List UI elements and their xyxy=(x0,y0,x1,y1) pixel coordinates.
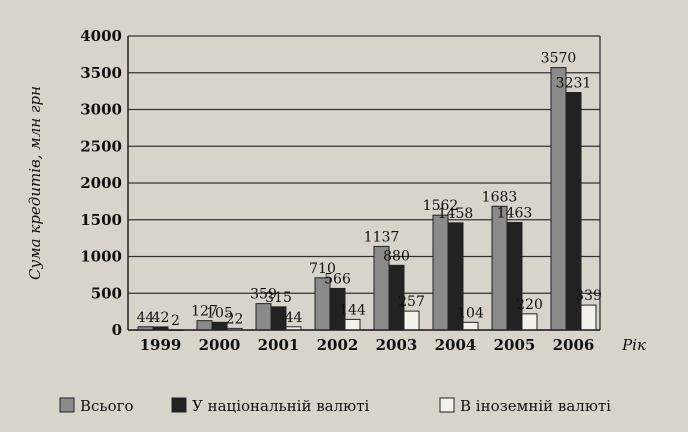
data-label: 710 xyxy=(309,261,336,277)
legend-swatch xyxy=(59,397,75,413)
bar xyxy=(344,318,361,331)
y-tick-label: 2000 xyxy=(80,174,122,192)
data-label: 105 xyxy=(206,305,233,321)
y-tick-label: 1000 xyxy=(80,248,122,266)
data-label: 220 xyxy=(516,297,543,313)
data-label: 1683 xyxy=(482,189,518,205)
bar xyxy=(521,313,538,331)
y-axis-label: Сума кредитів, млн грн xyxy=(26,86,44,280)
x-tick-label: 2001 xyxy=(258,336,300,354)
x-tick-label: 2002 xyxy=(317,336,359,354)
data-label: 42 xyxy=(152,310,170,326)
bar xyxy=(491,205,508,331)
legend-label: Всього xyxy=(80,397,134,415)
bar xyxy=(403,310,420,331)
y-tick-label: 3500 xyxy=(80,64,122,82)
data-label: 880 xyxy=(383,248,410,264)
data-label: 104 xyxy=(457,305,484,321)
data-label: 315 xyxy=(265,290,292,306)
data-label: 2 xyxy=(171,313,180,329)
bar xyxy=(255,303,272,331)
bar xyxy=(432,214,449,331)
data-label: 1137 xyxy=(364,229,400,245)
data-label: 22 xyxy=(226,311,244,327)
data-label: 339 xyxy=(575,288,602,304)
data-label: 3570 xyxy=(541,51,577,67)
x-tick-label: 2000 xyxy=(199,336,241,354)
x-tick-label: 2003 xyxy=(376,336,418,354)
bar xyxy=(462,321,479,331)
axes: 0 500 1000 1500 2000 2500 3000 3500 4000 1999 2000… xyxy=(26,27,646,354)
bar xyxy=(196,320,213,331)
bar xyxy=(580,304,597,331)
y-tick-label: 0 xyxy=(112,321,122,339)
bar xyxy=(550,67,567,331)
y-tick-label: 2500 xyxy=(80,137,122,155)
y-tick-label: 1500 xyxy=(80,211,122,229)
y-tick-label: 4000 xyxy=(80,27,122,45)
data-label: 3231 xyxy=(556,76,592,92)
legend-label: В іноземній валюті xyxy=(460,397,611,415)
data-label: 1463 xyxy=(497,205,533,221)
legend-label: У національній валюті xyxy=(192,397,369,415)
data-label: 44 xyxy=(137,310,155,326)
x-tick-label: 1999 xyxy=(140,336,182,354)
data-label: 359 xyxy=(250,287,277,303)
x-tick-label: 2004 xyxy=(435,336,477,354)
x-tick-label: 2005 xyxy=(494,336,536,354)
legend-swatch xyxy=(439,397,455,413)
legend-swatch xyxy=(171,397,187,413)
bars xyxy=(137,67,597,331)
data-label: 127 xyxy=(191,304,218,320)
data-label: 44 xyxy=(285,310,303,326)
y-tick-label: 500 xyxy=(91,284,122,302)
data-label: 566 xyxy=(324,271,351,287)
data-label: 257 xyxy=(398,294,425,310)
bar xyxy=(506,221,523,331)
legend: Всього У національній валюті В іноземній в… xyxy=(59,397,611,415)
data-label: 144 xyxy=(339,302,366,318)
x-axis-label: Рік xyxy=(621,336,646,354)
y-tick-label: 3000 xyxy=(80,101,122,119)
x-tick-label: 2006 xyxy=(553,336,595,354)
data-label: 1458 xyxy=(438,206,474,222)
data-label: 1562 xyxy=(423,198,459,214)
